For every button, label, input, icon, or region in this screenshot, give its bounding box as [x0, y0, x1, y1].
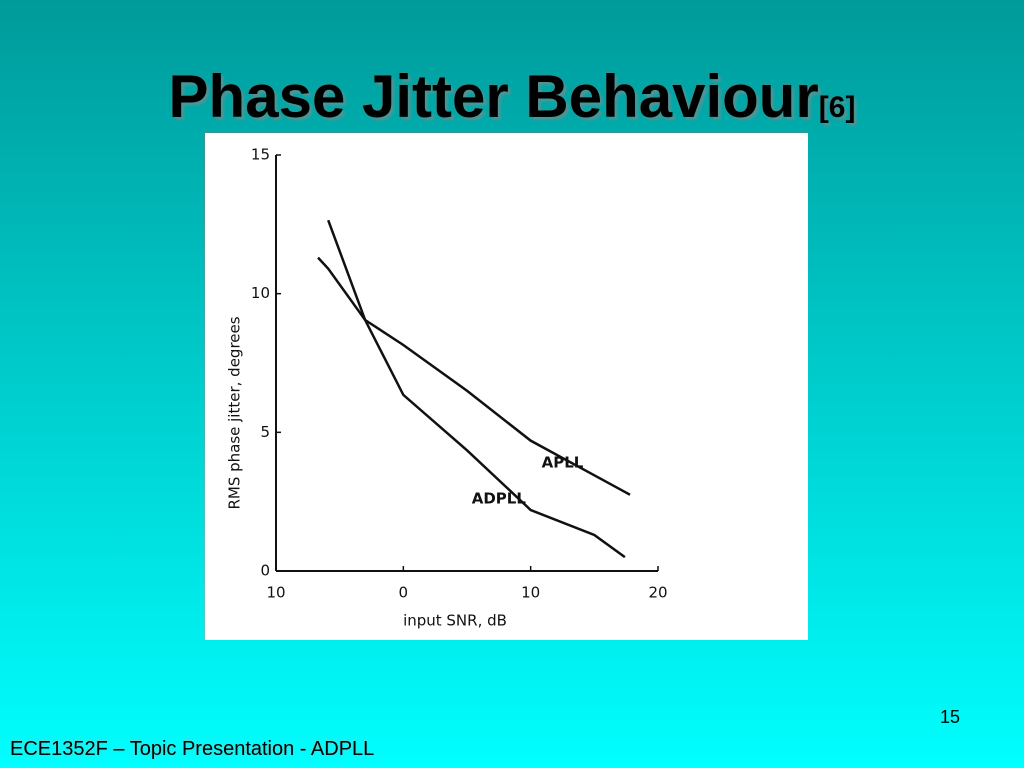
slide-title: Phase Jitter Behaviour[6]: [0, 62, 1024, 131]
series-label: ADPLL: [472, 489, 527, 507]
y-tick-label: 0: [260, 562, 270, 580]
chart-background: [205, 133, 808, 640]
series-label: APLL: [542, 453, 584, 471]
series-line: [317, 256, 631, 496]
page-number: 15: [940, 707, 961, 727]
x-tick-label: 10: [521, 584, 540, 602]
y-tick-label: 10: [251, 284, 270, 302]
x-axis-label: input SNR, dB: [403, 612, 507, 630]
y-tick-label: 15: [251, 146, 270, 164]
x-tick-label: 10: [266, 584, 285, 602]
x-tick-label: 0: [399, 584, 409, 602]
title-ref: [6]: [818, 91, 856, 124]
footer: ECE1352F – Topic Presentation - ADPLL: [10, 738, 375, 760]
chart: input SNR, dB RMS phase jitter, degrees …: [205, 133, 808, 640]
x-tick-label: 20: [648, 584, 667, 602]
y-tick-label: 5: [260, 423, 270, 441]
title-text: Phase Jitter Behaviour: [168, 63, 819, 130]
y-axis-label: RMS phase jitter, degrees: [226, 316, 244, 509]
series-line: [327, 219, 626, 559]
